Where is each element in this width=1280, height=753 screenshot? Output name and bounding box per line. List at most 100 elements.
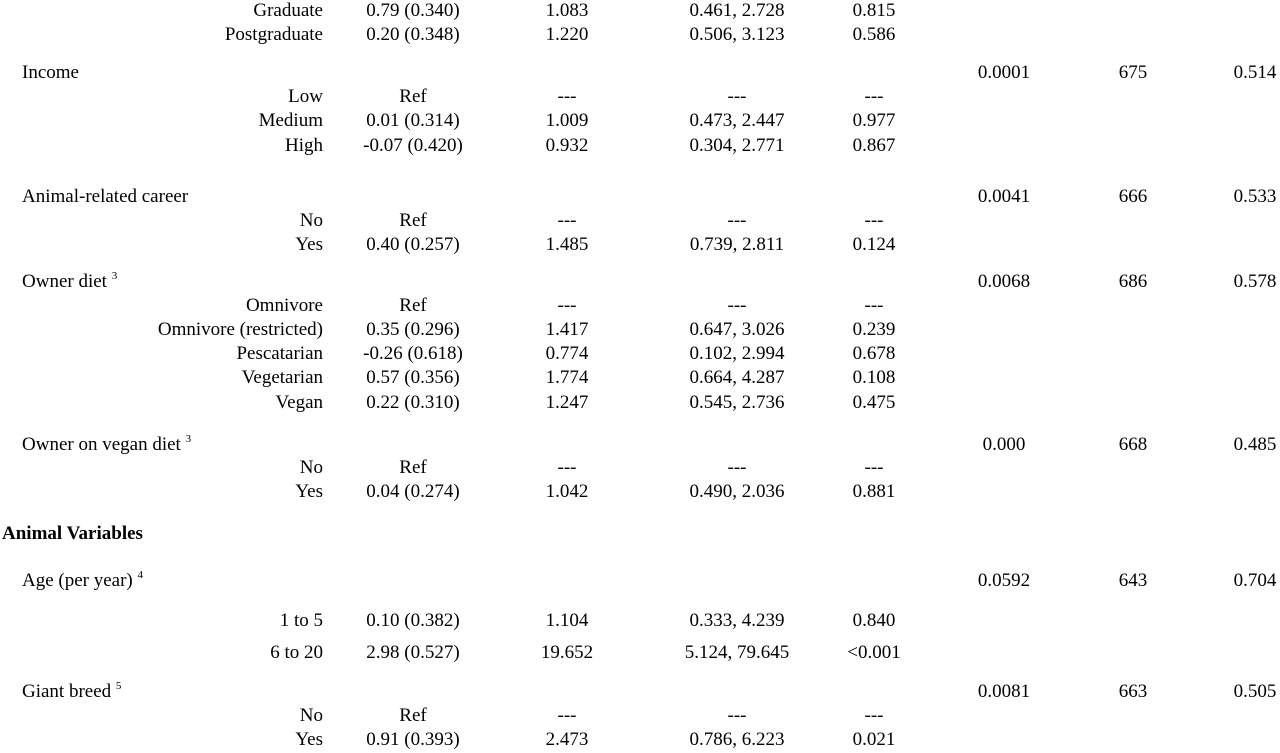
r-squared-cell: 0.0041	[977, 186, 1031, 207]
level-label: Low	[288, 86, 323, 107]
ci-cell: 5.124, 79.645	[684, 642, 790, 663]
ci-cell: ---	[727, 210, 747, 231]
level-label: 1 to 5	[279, 610, 323, 631]
footnote-marker: 5	[115, 680, 122, 692]
p-value-cell: 0.108	[852, 367, 896, 388]
ci-cell: 0.102, 2.994	[689, 343, 785, 364]
beta-se-cell: 0.91 (0.393)	[366, 729, 460, 750]
n-cell: 643	[1118, 570, 1148, 591]
p-value-cell: 0.815	[852, 0, 896, 21]
n-cell: 663	[1118, 681, 1148, 702]
ci-cell: ---	[727, 86, 747, 107]
variable-label: Income	[22, 62, 79, 84]
variable-label-text: Giant breed	[22, 681, 112, 702]
r-squared-cell: 0.0068	[977, 271, 1031, 292]
p-value-cell: 0.239	[852, 319, 896, 340]
p-value-cell: ---	[864, 457, 884, 478]
variable-label-text: Owner diet	[22, 271, 107, 292]
odds-ratio-cell: ---	[557, 86, 577, 107]
odds-ratio-cell: ---	[557, 295, 577, 316]
level-label: Medium	[258, 110, 323, 131]
r-squared-cell: 0.0081	[977, 681, 1031, 702]
auc-cell: 0.514	[1233, 62, 1277, 83]
p-value-cell: 0.475	[852, 392, 896, 413]
auc-cell: 0.485	[1233, 434, 1277, 455]
ci-cell: 0.304, 2.771	[689, 135, 785, 156]
odds-ratio-cell: 1.247	[545, 392, 589, 413]
p-value-cell: 0.021	[852, 729, 896, 750]
variable-label: Animal-related career	[22, 186, 188, 208]
level-label: Graduate	[253, 0, 323, 21]
n-cell: 666	[1118, 186, 1148, 207]
r-squared-cell: 0.0592	[977, 570, 1031, 591]
footnote-marker: 3	[185, 433, 192, 445]
beta-se-cell: 0.01 (0.314)	[366, 110, 460, 131]
ci-cell: 0.490, 2.036	[689, 481, 785, 502]
variable-label-text: Owner on vegan diet	[22, 434, 181, 455]
level-label: No	[299, 210, 323, 231]
p-value-cell: 0.586	[852, 24, 896, 45]
beta-se-cell: Ref	[399, 295, 427, 316]
beta-se-cell: -0.26 (0.618)	[363, 343, 463, 364]
beta-se-cell: 0.40 (0.257)	[366, 234, 460, 255]
level-label: High	[285, 135, 323, 156]
odds-ratio-cell: 1.220	[545, 24, 589, 45]
level-label: Pescatarian	[236, 343, 323, 364]
beta-se-cell: 2.98 (0.527)	[366, 642, 460, 663]
auc-cell: 0.533	[1233, 186, 1277, 207]
odds-ratio-cell: 0.932	[545, 135, 589, 156]
ci-cell: ---	[727, 295, 747, 316]
odds-ratio-cell: 1.009	[545, 110, 589, 131]
p-value-cell: 0.124	[852, 234, 896, 255]
ci-cell: ---	[727, 705, 747, 726]
n-cell: 686	[1118, 271, 1148, 292]
ci-cell: 0.739, 2.811	[689, 234, 785, 255]
odds-ratio-cell: 1.774	[545, 367, 589, 388]
beta-se-cell: Ref	[399, 210, 427, 231]
auc-cell: 0.704	[1233, 570, 1277, 591]
auc-cell: 0.578	[1233, 271, 1277, 292]
r-squared-cell: 0.000	[982, 434, 1026, 455]
odds-ratio-cell: ---	[557, 457, 577, 478]
beta-se-cell: 0.04 (0.274)	[366, 481, 460, 502]
level-label: Postgraduate	[224, 24, 323, 45]
level-label: 6 to 20	[270, 642, 323, 663]
level-label: Omnivore (restricted)	[157, 319, 323, 340]
odds-ratio-cell: ---	[557, 705, 577, 726]
auc-cell: 0.505	[1233, 681, 1277, 702]
odds-ratio-cell: 1.083	[545, 0, 589, 21]
p-value-cell: 0.977	[852, 110, 896, 131]
beta-se-cell: 0.10 (0.382)	[366, 610, 460, 631]
level-label: Omnivore	[245, 295, 323, 316]
ci-cell: 0.506, 3.123	[689, 24, 785, 45]
variable-label-text: Animal-related career	[22, 186, 189, 207]
p-value-cell: ---	[864, 705, 884, 726]
ci-cell: 0.473, 2.447	[689, 110, 785, 131]
p-value-cell: ---	[864, 210, 884, 231]
variable-label-text: Income	[22, 62, 79, 83]
level-label: Yes	[295, 481, 323, 502]
footnote-marker: 3	[111, 270, 118, 282]
section-heading: Animal Variables	[2, 523, 143, 544]
beta-se-cell: Ref	[399, 457, 427, 478]
beta-se-cell: -0.07 (0.420)	[363, 135, 463, 156]
r-squared-cell: 0.0001	[977, 62, 1031, 83]
level-label: No	[299, 457, 323, 478]
ci-cell: 0.545, 2.736	[689, 392, 785, 413]
beta-se-cell: Ref	[399, 86, 427, 107]
ci-cell: 0.786, 6.223	[689, 729, 785, 750]
ci-cell: ---	[727, 457, 747, 478]
variable-label: Age (per year) 4	[22, 569, 143, 594]
beta-se-cell: 0.35 (0.296)	[366, 319, 460, 340]
p-value-cell: 0.840	[852, 610, 896, 631]
ci-cell: 0.647, 3.026	[689, 319, 785, 340]
odds-ratio-cell: 1.104	[545, 610, 589, 631]
level-label: No	[299, 705, 323, 726]
p-value-cell: ---	[864, 295, 884, 316]
p-value-cell: 0.881	[852, 481, 896, 502]
n-cell: 668	[1118, 434, 1148, 455]
odds-ratio-cell: 1.042	[545, 481, 589, 502]
odds-ratio-cell: 2.473	[545, 729, 589, 750]
odds-ratio-cell: 0.774	[545, 343, 589, 364]
